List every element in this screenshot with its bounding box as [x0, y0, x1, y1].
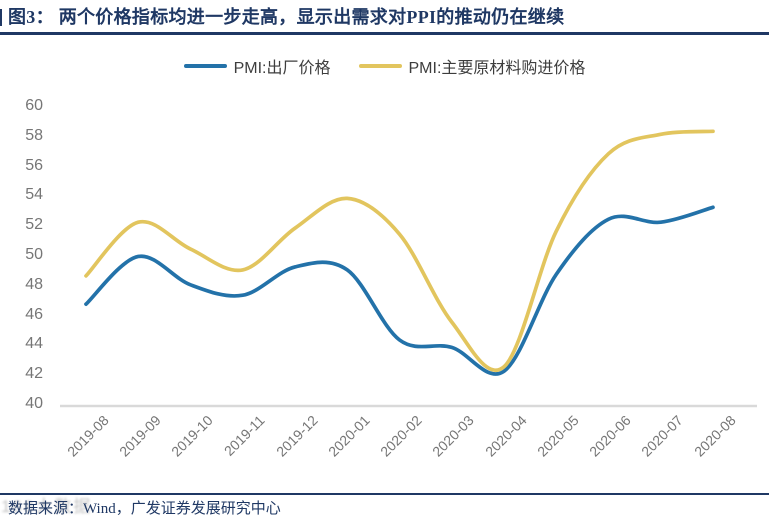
- legend-label: PMI:主要原材料购进价格: [408, 60, 586, 77]
- y-axis-tick-label: 52: [25, 216, 43, 234]
- legend-line-swatch: [358, 64, 402, 68]
- y-axis-tick-label: 58: [25, 126, 43, 144]
- y-axis-tick-label: 60: [25, 97, 43, 114]
- y-axis-tick-label: 54: [25, 186, 43, 204]
- y-axis-tick-label: 50: [25, 246, 43, 263]
- y-axis-tick-label: 56: [25, 156, 43, 174]
- watermark-text: 168大数据: [1, 497, 93, 516]
- y-axis-tick-label: 42: [25, 365, 43, 383]
- title-divider-line: [0, 32, 769, 35]
- y-axis-tick-label: 44: [25, 335, 43, 353]
- y-axis-tick-label: 48: [25, 275, 43, 293]
- left-edge-artifact: [0, 9, 2, 26]
- legend-label: PMI:出厂价格: [233, 60, 331, 77]
- legend-item-factory-price: PMI:出厂价格: [183, 54, 331, 78]
- plot-area: [60, 129, 757, 408]
- chart-legend: PMI:出厂价格 PMI:主要原材料购进价格: [0, 54, 769, 78]
- legend-line-swatch: [183, 64, 227, 68]
- series-line-factory-price: [84, 205, 715, 376]
- data-source-label: 数据来源：Wind，广发证券发展研究中心: [8, 501, 281, 517]
- legend-item-raw-material-price: PMI:主要原材料购进价格: [358, 54, 586, 78]
- series-line-raw-material-price: [84, 129, 715, 372]
- footer-divider-line: [0, 493, 769, 495]
- y-axis-tick-label: 46: [25, 305, 43, 323]
- figure-title: 图3： 两个价格指标均进一步走高，显示出需求对PPI的推动仍在继续: [8, 7, 565, 27]
- y-axis-tick-label: 40: [25, 395, 43, 412]
